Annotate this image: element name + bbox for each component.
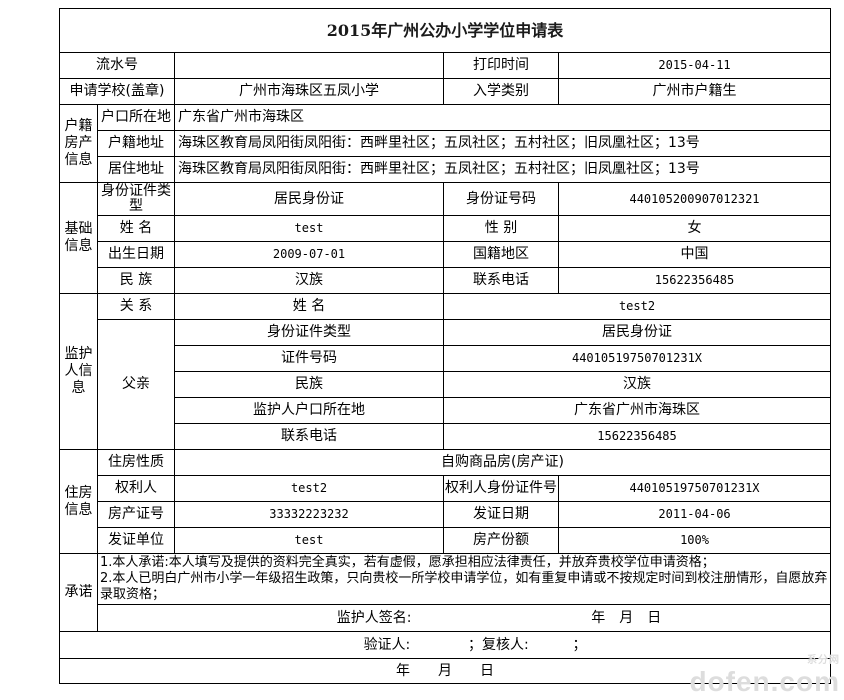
signature-label: 监护人签名: (336, 609, 412, 626)
hukou-label: 户口所在地 (97, 104, 175, 131)
relation-value: 父亲 (97, 319, 175, 450)
guardian-phone-label: 联系电话 (174, 423, 444, 450)
share-value: 100% (557, 527, 832, 554)
cert-no-label: 房产证号 (97, 501, 175, 528)
watermark-main: dofen.com (689, 666, 840, 697)
reviewer-label: ；复核人: (468, 636, 529, 653)
print-time-label: 打印时间 (443, 52, 559, 79)
name-label: 姓 名 (97, 215, 175, 242)
issuer-value: test (174, 527, 444, 554)
owner-id-value: 44010519750701231X (557, 475, 832, 502)
print-time-value: 2015-04-11 (557, 52, 832, 79)
watermark-logo: 系分网 dofen.com (689, 656, 840, 698)
promise-group-label: 承诺 (59, 553, 98, 632)
cert-no-value: 33332223232 (174, 501, 444, 528)
signature-date: 年 月 日 (591, 609, 662, 626)
school-value: 广州市海珠区五凤小学 (174, 78, 444, 105)
residence-label: 居住地址 (97, 156, 175, 183)
nature-value: 自购商品房(房产证) (173, 449, 832, 476)
category-value: 广州市户籍生 (557, 78, 832, 105)
application-form: 2015年广州公办小学学位申请表 流水号 打印时间 2015-04-11 申请学… (58, 8, 832, 684)
form-title: 2015年广州公办小学学位申请表 (58, 8, 832, 53)
housing-group-label: 住房信息 (59, 449, 98, 554)
relation-label: 关 系 (97, 293, 175, 320)
guardian-ethnic-label: 民族 (174, 371, 444, 398)
guardian-hukou-label: 监护人户口所在地 (174, 397, 444, 424)
signature-row: 监护人签名: 年 月 日 (96, 604, 832, 632)
ethnic-value: 汉族 (174, 267, 444, 294)
promise-line-2: 2.本人已明白广州市小学一年级招生政策，只向贵校一所学校申请学位，如有重复申请或… (100, 571, 828, 602)
id-type-label: 身份证件类型 (97, 182, 175, 216)
phone-value: 15622356485 (557, 267, 832, 294)
residence-value: 海珠区教育局凤阳街凤阳街：西畔里社区；五凤社区；五村社区；旧凤凰社区；13号 (173, 156, 832, 183)
address-label: 户籍地址 (97, 130, 175, 157)
guardian-group-label: 监护人信息 (59, 293, 98, 450)
final-date: 年 月 日 (58, 658, 832, 684)
address-value: 海珠区教育局凤阳街凤阳街：西畔里社区；五凤社区；五村社区；旧凤凰社区；13号 (173, 130, 832, 157)
household-group-label: 户籍房产信息 (59, 104, 98, 183)
name-value: test (174, 215, 444, 242)
birth-value: 2009-07-01 (174, 241, 444, 268)
ethnic-label: 民 族 (97, 267, 175, 294)
nationality-value: 中国 (557, 241, 832, 268)
verify-end: ； (572, 636, 587, 653)
cert-date-label: 发证日期 (443, 501, 559, 528)
school-label: 申请学校(盖章) (59, 78, 175, 105)
guardian-name-label: 姓 名 (174, 293, 444, 320)
guardian-name-value: test2 (442, 293, 832, 320)
promise-text: 1.本人承诺:本人填写及提供的资料完全真实，若有虚假，愿承担相应法律责任，并放弃… (96, 553, 832, 605)
guardian-phone-value: 15622356485 (442, 423, 832, 450)
id-no-label: 身份证号码 (443, 182, 559, 216)
id-type-value: 居民身份证 (174, 182, 444, 216)
id-no-value: 440105200907012321 (557, 182, 832, 216)
guardian-ethnic-value: 汉族 (442, 371, 832, 398)
share-label: 房产份额 (443, 527, 559, 554)
guardian-id-type-label: 身份证件类型 (174, 319, 444, 346)
nature-label: 住房性质 (97, 449, 175, 476)
issuer-label: 发证单位 (97, 527, 175, 554)
watermark-top: 系分网 (807, 655, 840, 666)
guardian-id-no-label: 证件号码 (174, 345, 444, 372)
birth-label: 出生日期 (97, 241, 175, 268)
owner-value: test2 (174, 475, 444, 502)
serial-label: 流水号 (59, 52, 175, 79)
guardian-id-no-value: 44010519750701231X (442, 345, 832, 372)
gender-value: 女 (557, 215, 832, 242)
gender-label: 性 别 (443, 215, 559, 242)
guardian-id-type-value: 居民身份证 (442, 319, 832, 346)
owner-id-label: 权利人身份证件号 (443, 475, 559, 502)
phone-label: 联系电话 (443, 267, 559, 294)
nationality-label: 国籍地区 (443, 241, 559, 268)
verifier-label: 验证人: (363, 636, 411, 653)
cert-date-value: 2011-04-06 (557, 501, 832, 528)
category-label: 入学类别 (443, 78, 559, 105)
owner-label: 权利人 (97, 475, 175, 502)
basic-group-label: 基础信息 (59, 182, 98, 294)
promise-line-1: 1.本人承诺:本人填写及提供的资料完全真实，若有虚假，愿承担相应法律责任，并放弃… (100, 555, 715, 570)
serial-value (174, 52, 444, 79)
verify-row: 验证人: ；复核人: ； (58, 631, 832, 659)
hukou-value: 广东省广州市海珠区 (173, 104, 832, 131)
guardian-hukou-value: 广东省广州市海珠区 (442, 397, 832, 424)
